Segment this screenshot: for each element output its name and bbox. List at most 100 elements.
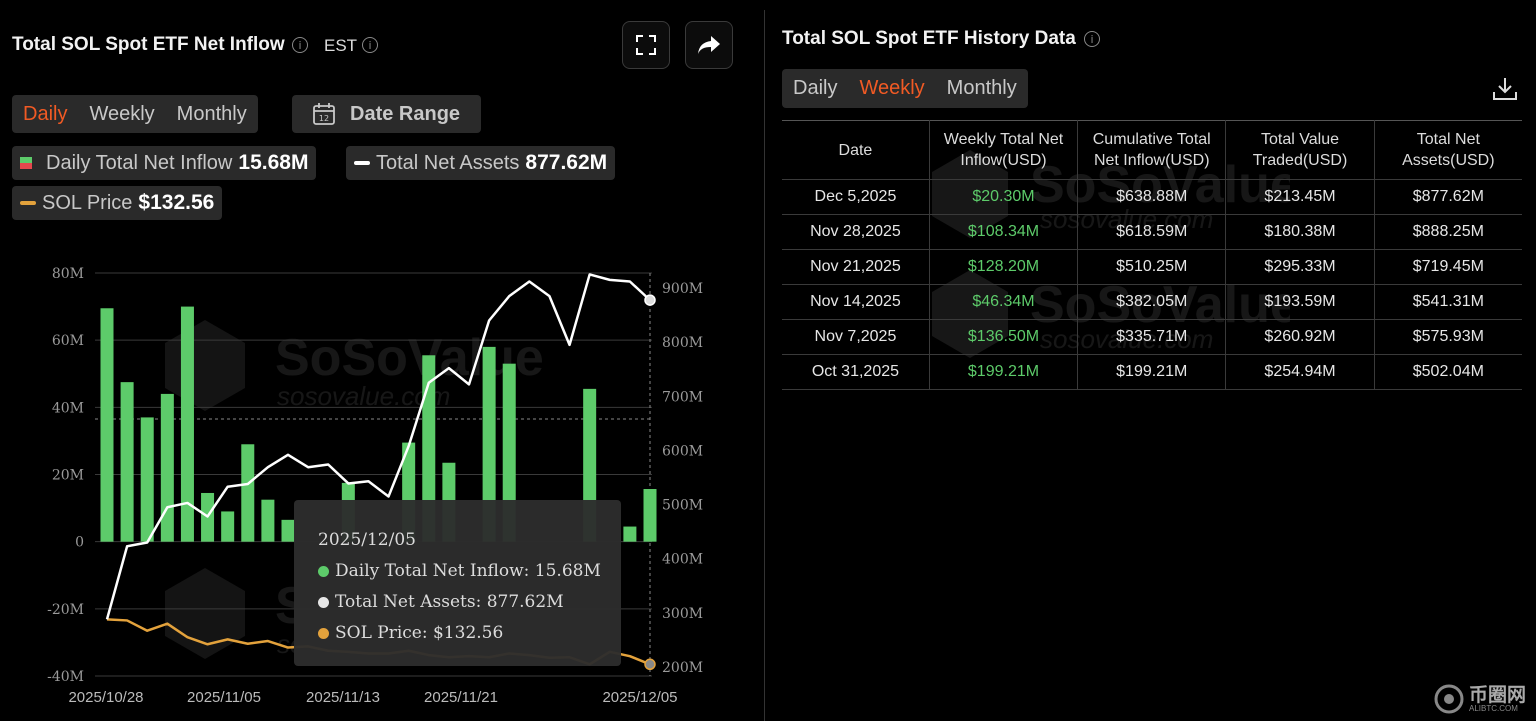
- share-button[interactable]: [685, 21, 733, 69]
- col-net-assets[interactable]: Total Net Assets(USD): [1373, 120, 1522, 180]
- inflow-bar: [241, 444, 255, 542]
- cell-weekly-inflow: $20.30M: [928, 179, 1079, 215]
- info-icon[interactable]: i: [292, 37, 308, 53]
- col-date[interactable]: Date: [782, 120, 930, 180]
- cell-cumulative: $510.25M: [1077, 249, 1227, 285]
- legend-assets-label: Total Net Assets: [376, 151, 520, 174]
- sol-price-point: [644, 658, 656, 671]
- tab-weekly[interactable]: Weekly: [89, 102, 155, 125]
- tooltip-assets: Total Net Assets: 877.62M: [335, 592, 564, 612]
- legend-price-label: SOL Price: [42, 191, 133, 214]
- legend-inflow[interactable]: Daily Total Net Inflow 15.68M: [12, 146, 317, 180]
- col-weekly-inflow[interactable]: Weekly Total Net Inflow(USD): [928, 120, 1079, 180]
- cell-date: Nov 7,2025: [782, 319, 930, 355]
- cell-cumulative: $335.71M: [1077, 319, 1227, 355]
- table-row: Oct 31,2025 $199.21M $199.21M $254.94M $…: [782, 354, 1522, 390]
- y-left-tick-label: 60M: [52, 333, 84, 349]
- watermark-logo: [165, 320, 245, 411]
- legend-assets-value: 877.62M: [525, 151, 608, 174]
- cell-assets: $575.93M: [1373, 319, 1522, 355]
- col-value-traded[interactable]: Total Value Traded(USD): [1225, 120, 1375, 180]
- logo-text: 币圈网: [1469, 683, 1527, 706]
- legend-price[interactable]: SOL Price $132.56: [12, 186, 223, 220]
- download-button[interactable]: [1491, 75, 1519, 108]
- fullscreen-button[interactable]: [622, 21, 670, 69]
- history-info-icon[interactable]: i: [1084, 31, 1100, 47]
- fullscreen-icon: [636, 35, 656, 55]
- x-tick-label: 2025/11/21: [424, 689, 498, 706]
- timezone-label: EST: [324, 36, 358, 55]
- cell-weekly-inflow: $46.34M: [928, 284, 1079, 320]
- corner-logo: 币圈网 ALIBTC.COM: [1432, 682, 1526, 716]
- cell-assets: $888.25M: [1373, 214, 1522, 250]
- inflow-legend-swatch: [20, 157, 32, 169]
- net-assets-point: [644, 294, 656, 306]
- cell-weekly-inflow: $136.50M: [928, 319, 1079, 355]
- inflow-bar: [623, 526, 637, 542]
- x-tick-label: 2025/11/05: [187, 689, 261, 706]
- history-tab-monthly[interactable]: Monthly: [946, 77, 1017, 99]
- y-right-tick-label: 400M: [662, 552, 703, 568]
- inflow-bar: [482, 346, 496, 542]
- table-row: Nov 28,2025 $108.34M $618.59M $180.38M $…: [782, 214, 1522, 250]
- cell-traded: $213.45M: [1225, 179, 1375, 215]
- history-table: Date Weekly Total Net Inflow(USD) Cumulat…: [782, 120, 1522, 390]
- tooltip-inflow: Daily Total Net Inflow: 15.68M: [335, 561, 601, 581]
- tooltip-price: SOL Price: $132.56: [335, 623, 504, 643]
- tab-daily[interactable]: Daily: [23, 102, 68, 125]
- cell-traded: $254.94M: [1225, 354, 1375, 390]
- cell-assets: $541.31M: [1373, 284, 1522, 320]
- svg-text:12: 12: [319, 114, 329, 123]
- cell-date: Nov 14,2025: [782, 284, 930, 320]
- cell-date: Nov 21,2025: [782, 249, 930, 285]
- chart-tooltip: 2025/12/05 Daily Total Net Inflow: 15.68…: [294, 500, 621, 666]
- cell-weekly-inflow: $199.21M: [928, 354, 1079, 390]
- col-cumulative-inflow[interactable]: Cumulative Total Net Inflow(USD): [1077, 120, 1227, 180]
- cell-date: Nov 28,2025: [782, 214, 930, 250]
- date-range-button[interactable]: 12 Date Range: [292, 95, 481, 133]
- logo-icon: [1434, 684, 1464, 714]
- inflow-bar: [422, 355, 436, 542]
- cell-cumulative: $382.05M: [1077, 284, 1227, 320]
- chart-title: Total SOL Spot ETF Net Inflow: [12, 34, 285, 55]
- inflow-bar: [180, 306, 194, 542]
- y-left-tick-label: -40M: [47, 669, 84, 685]
- y-right-tick-label: 700M: [662, 389, 703, 405]
- cell-date: Dec 5,2025: [782, 179, 930, 215]
- timezone-info-icon[interactable]: i: [362, 37, 378, 53]
- cell-weekly-inflow: $128.20M: [928, 249, 1079, 285]
- y-right-tick-label: 500M: [662, 498, 703, 514]
- tooltip-date: 2025/12/05: [318, 530, 416, 550]
- cell-cumulative: $618.59M: [1077, 214, 1227, 250]
- cell-cumulative: $638.88M: [1077, 179, 1227, 215]
- history-tab-weekly[interactable]: Weekly: [859, 77, 925, 99]
- tab-monthly[interactable]: Monthly: [176, 102, 247, 125]
- legend-assets[interactable]: Total Net Assets 877.62M: [346, 146, 616, 180]
- logo-subtext: ALIBTC.COM: [1469, 703, 1518, 713]
- assets-legend-swatch: [354, 161, 370, 165]
- y-right-tick-label: 800M: [662, 335, 703, 351]
- table-row: Nov 7,2025 $136.50M $335.71M $260.92M $5…: [782, 319, 1522, 355]
- inflow-bar: [140, 417, 154, 542]
- share-icon: [698, 36, 720, 54]
- history-tab-daily[interactable]: Daily: [793, 77, 838, 99]
- table-header-row: Date Weekly Total Net Inflow(USD) Cumulat…: [782, 120, 1522, 180]
- tooltip-price-dot: [318, 627, 329, 639]
- inflow-bar: [281, 519, 295, 542]
- inflow-bar: [221, 511, 235, 542]
- table-row: Nov 14,2025 $46.34M $382.05M $193.59M $5…: [782, 284, 1522, 320]
- x-tick-label: 2025/10/28: [68, 689, 143, 706]
- cell-traded: $260.92M: [1225, 319, 1375, 355]
- cell-date: Oct 31,2025: [782, 354, 930, 390]
- cell-assets: $502.04M: [1373, 354, 1522, 390]
- y-right-tick-label: 300M: [662, 606, 703, 622]
- cell-weekly-inflow: $108.34M: [928, 214, 1079, 250]
- y-left-tick-label: 40M: [52, 400, 84, 416]
- legend-price-value: $132.56: [138, 191, 215, 214]
- legend-inflow-value: 15.68M: [238, 151, 309, 174]
- x-tick-label: 2025/12/05: [602, 689, 677, 706]
- table-row: Nov 21,2025 $128.20M $510.25M $295.33M $…: [782, 249, 1522, 285]
- cell-cumulative: $199.21M: [1077, 354, 1227, 390]
- y-right-tick-label: 200M: [662, 660, 703, 676]
- net-assets-line: [105, 273, 651, 620]
